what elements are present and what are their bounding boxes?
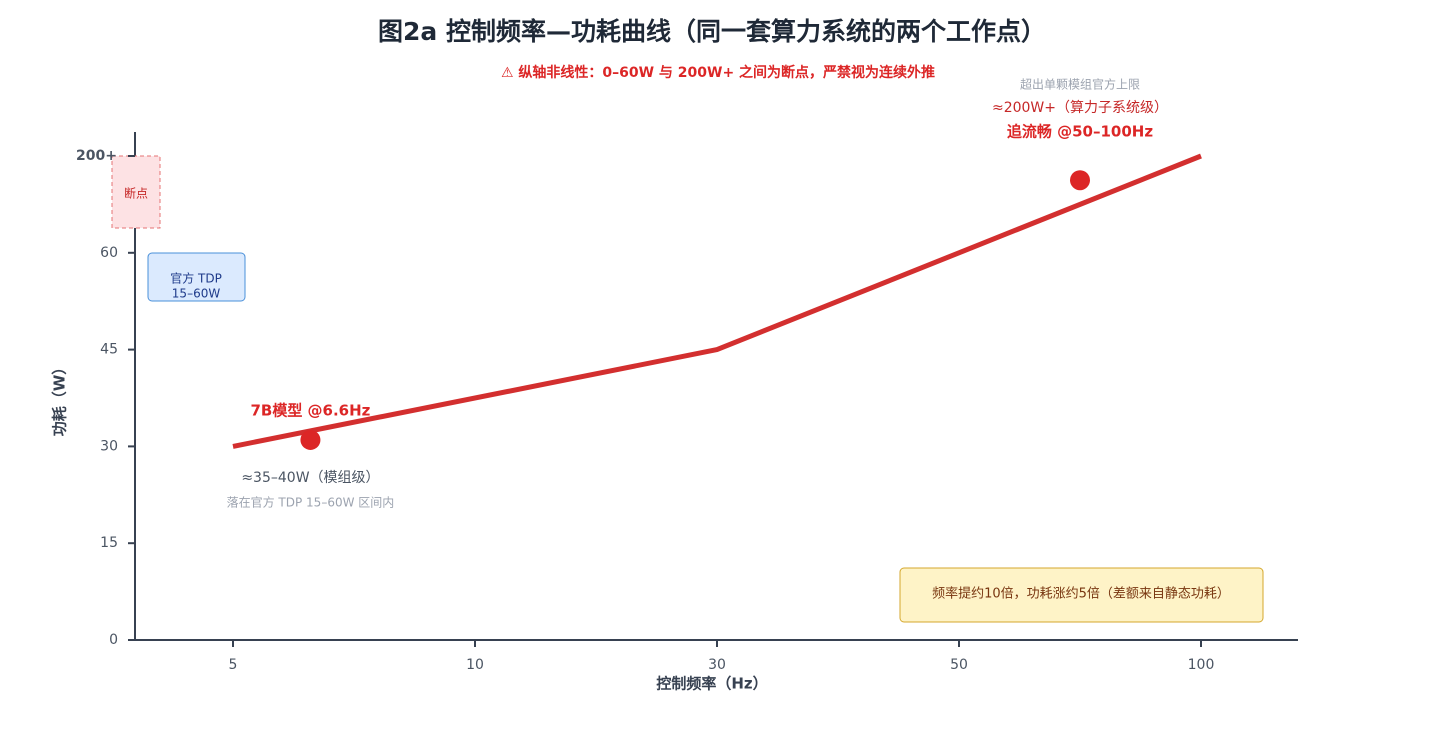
break-label: 断点 [124,186,148,201]
y-tick-label: 200+ [76,148,117,164]
x-tick-label: 30 [708,657,726,673]
point-label: 追流畅 @50–100Hz [1007,123,1153,141]
point-label: 7B模型 @6.6Hz [250,401,370,419]
tdp-box [147,252,246,302]
y-tick-label: 30 [100,438,118,454]
point-note: 超出单颗模组官方上限 [1020,77,1140,92]
break-box [111,155,161,229]
y-axis-label: 功耗（W） [51,360,69,437]
line [232,153,1202,449]
tdp-label: 15–60W [172,287,221,301]
point-note: ≈200W+（算力子系统级） [992,100,1168,116]
point-note: ≈35–40W（模组级） [241,470,379,486]
point-note: 落在官方 TDP 15–60W 区间内 [227,494,395,509]
x-tick-label: 100 [1188,657,1215,673]
point [300,429,321,450]
x-tick-label: 50 [950,657,968,673]
summary-label: 频率提约10倍，功耗涨约5倍（差额来自静态功耗） [932,586,1230,602]
chart-subtitle: ⚠ 纵轴非线性：0–60W 与 200W+ 之间为断点，严禁视为连续外推 [501,64,935,81]
y-tick-label: 45 [100,342,118,358]
x-tick-label: 5 [229,657,238,673]
y-tick-label: 15 [100,535,118,551]
x-axis-label: 控制频率（Hz） [656,675,767,693]
y-tick-label: 0 [109,632,118,648]
tdp-label: 官方 TDP [170,271,222,286]
summary-box [899,567,1264,623]
chart-title: 图2a 控制频率—功耗曲线（同一套算力系统的两个工作点） [378,17,1046,46]
y-tick-label: 60 [100,245,118,261]
point [1070,170,1090,191]
x-tick-label: 10 [466,657,484,673]
